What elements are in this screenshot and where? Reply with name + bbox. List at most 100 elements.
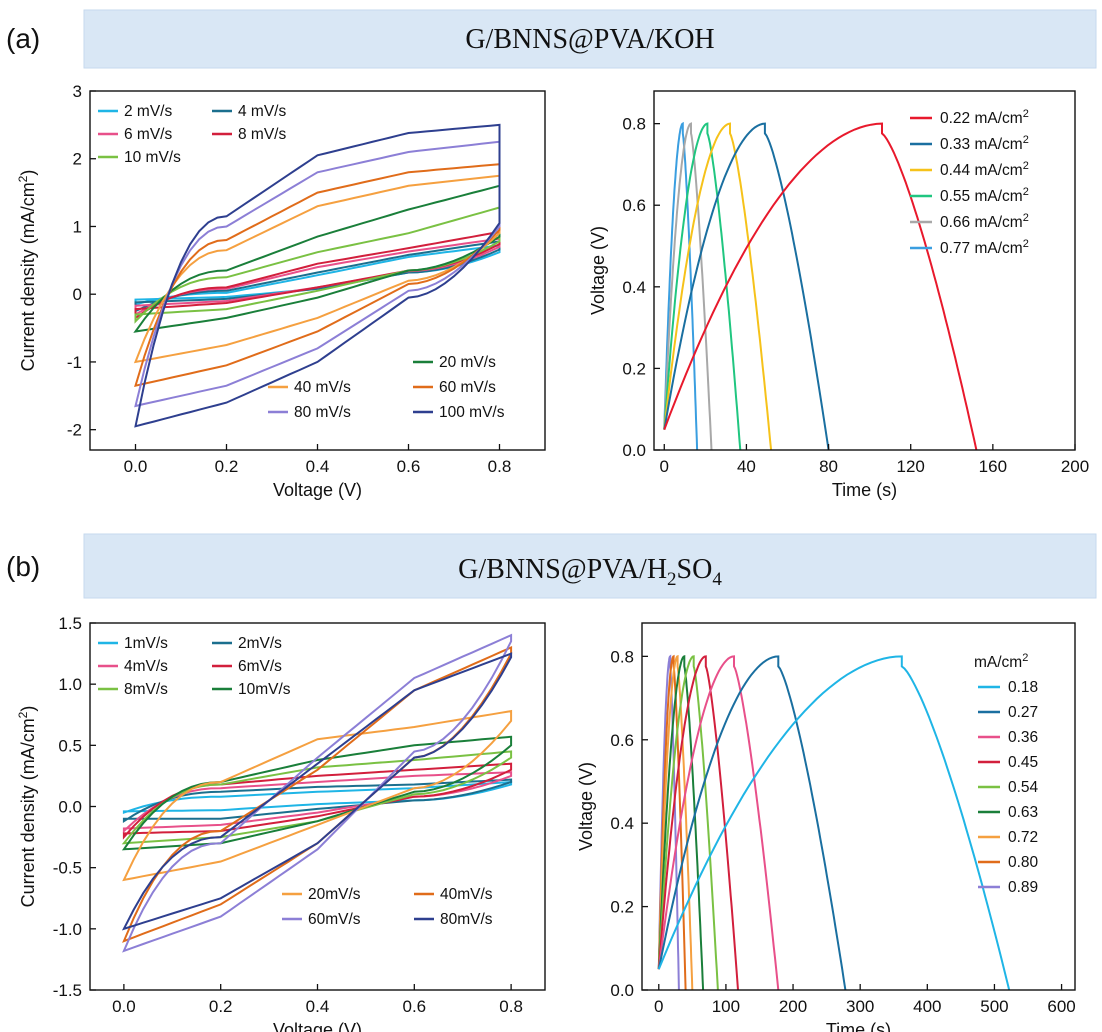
y-axis-label: Current density (mA/cm2): [16, 706, 38, 908]
y-tick-label: 0.0: [58, 798, 82, 817]
x-tick-label: 0: [660, 457, 669, 476]
gcd-chart-koh: 0 40 80 120 160 200 0.0 0.2 0.4 0.6 0.8 Time (s) Vol…: [588, 90, 1089, 500]
gcd-curve-0.72: [657, 654, 694, 991]
banner-b-title: G/BNNS@PVA/H2SO4: [458, 554, 722, 590]
x-axis-label: Voltage (V): [273, 480, 362, 500]
plot-frame: [641, 622, 1076, 991]
legend-label: 0.44 mA/cm2: [940, 160, 1029, 179]
legend-label: 4mV/s: [124, 658, 168, 675]
legend-label: 100 mV/s: [439, 404, 505, 421]
cv-chart-koh: 0.0 0.2 0.4 0.6 0.8 -2 -1 0 1 2 3 Voltage (V) Curren…: [16, 82, 546, 500]
banner-a: [83, 9, 1097, 69]
x-tick-label: 0.4: [306, 997, 330, 1016]
cv-loop-8mVs: [121, 750, 513, 845]
x-tick-label: 200: [1061, 457, 1089, 476]
y-tick-label: -0.5: [53, 859, 82, 878]
legend-label: 0.45: [1008, 754, 1038, 771]
cv-loop-10mVs: [134, 206, 501, 324]
gcd-curve-0.33mAcm2: [663, 122, 830, 451]
cv-loop-10mVs: [121, 735, 513, 851]
y-tick-label: 0.0: [622, 441, 646, 460]
y-tick-label: 1.0: [58, 675, 82, 694]
gcd-curve-0.44mAcm2: [663, 122, 773, 451]
y-tick-label: 0.0: [610, 981, 634, 1000]
plot-frame: [653, 90, 1076, 451]
x-tick-label: 0.8: [488, 457, 512, 476]
legend-label: 10mV/s: [238, 681, 291, 698]
legend-title: mA/cm2: [974, 652, 1028, 671]
y-tick-label: 3: [73, 82, 82, 101]
gcd-curve-0.80: [657, 654, 687, 991]
legend-label: 60mV/s: [308, 911, 361, 928]
y-axis-label: Voltage (V): [576, 762, 596, 851]
legend-label: 0.27: [1008, 704, 1038, 721]
panel-letter-b: (b): [6, 551, 40, 582]
legend-label: 6 mV/s: [124, 126, 172, 143]
x-axis-label: Time (s): [832, 480, 897, 500]
gcd-curve-0.22mAcm2: [663, 122, 978, 451]
y-tick-label: -1: [67, 353, 82, 372]
legend-label: 8 mV/s: [238, 126, 286, 143]
gcd-curve-0.77mAcm2: [663, 121, 699, 451]
legend-label: 0.36: [1008, 729, 1038, 746]
cv-loop-1mVs: [122, 780, 513, 814]
x-tick-label: 0.8: [499, 997, 523, 1016]
gcd-curve-0.45: [657, 655, 739, 991]
legend-label: 0.55 mA/cm2: [940, 186, 1029, 205]
legend-label: 2mV/s: [238, 635, 282, 652]
x-tick-label: 0.6: [397, 457, 421, 476]
banner-b: [83, 533, 1097, 599]
cv-loop-8mVs: [134, 230, 501, 320]
y-tick-label: -1.5: [53, 981, 82, 1000]
x-tick-label: 0.6: [402, 997, 426, 1016]
cv-loop-60mVs: [122, 633, 513, 953]
legend-label: 8mV/s: [124, 681, 168, 698]
legend-label: 10 mV/s: [124, 149, 181, 166]
cv-loop-100mVs: [134, 123, 501, 428]
x-tick-label: 40: [737, 457, 756, 476]
cv-loop-2mVs: [122, 778, 513, 824]
legend-label: 20 mV/s: [439, 354, 496, 371]
legend-label: 80mV/s: [440, 911, 493, 928]
legend-label: 0.22 mA/cm2: [940, 108, 1029, 127]
gcd-curve-0.27: [657, 655, 847, 991]
y-axis-label: Voltage (V): [588, 226, 608, 315]
banner-a-title: G/BNNS@PVA/KOH: [465, 24, 714, 55]
y-tick-label: 1: [73, 217, 82, 236]
legend-label: 80 mV/s: [294, 404, 351, 421]
x-tick-label: 300: [846, 997, 874, 1016]
cv-loop-6mVs: [122, 762, 513, 840]
legend-label: 0.80: [1008, 854, 1039, 871]
y-tick-label: 0.5: [58, 736, 82, 755]
y-tick-label: 0.2: [610, 898, 634, 917]
y-tick-label: 2: [73, 150, 82, 169]
x-tick-label: 500: [980, 997, 1008, 1016]
legend-label: 0.33 mA/cm2: [940, 134, 1029, 153]
legend-label: 40 mV/s: [294, 379, 351, 396]
y-tick-label: 0.8: [622, 115, 646, 134]
y-tick-label: 0: [73, 285, 82, 304]
y-tick-label: -2: [67, 421, 82, 440]
cv-loop-2mVs: [134, 244, 501, 306]
y-tick-label: 0.8: [610, 647, 634, 666]
x-tick-label: 600: [1047, 997, 1075, 1016]
y-tick-label: 0.6: [622, 196, 646, 215]
legend-label: 60 mV/s: [439, 379, 496, 396]
cv-loop-6mVs: [134, 237, 501, 317]
legend-label: 0.18: [1008, 679, 1038, 696]
y-tick-label: 0.4: [610, 814, 634, 833]
cv-loop-20mVs: [122, 709, 513, 882]
cv-loop-80mVs: [121, 652, 513, 931]
legend-label: 20mV/s: [308, 886, 361, 903]
cv-loop-4mVs: [134, 240, 501, 313]
panel-letter-a: (a): [6, 23, 40, 54]
gcd-curve-0.36: [657, 655, 780, 991]
x-tick-label: 400: [913, 997, 941, 1016]
legend-label: 40mV/s: [440, 886, 493, 903]
y-tick-label: 0.2: [622, 359, 646, 378]
gcd-curve-0.66mAcm2: [663, 122, 713, 451]
x-tick-label: 0.0: [124, 457, 148, 476]
gcd-curve-0.54: [657, 655, 719, 991]
legend-label: 0.89: [1008, 879, 1038, 896]
gcd-chart-h2so4: 0 100 200 300 400 500 600 0.0 0.2 0.4 0.6 0.8 Time (…: [576, 622, 1076, 1032]
